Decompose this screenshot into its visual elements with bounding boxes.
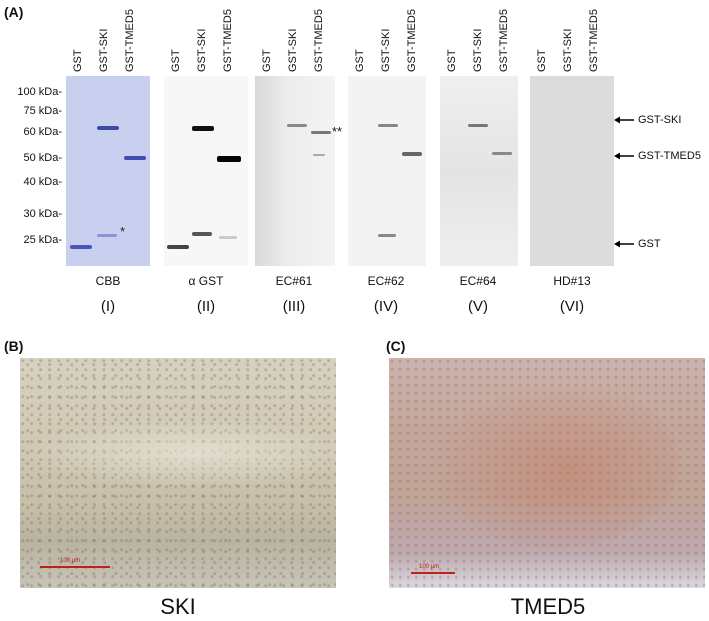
blot-roman-5: (V)	[468, 298, 488, 315]
blot-name-hd13: HD#13	[553, 274, 591, 288]
arrow-label-gst-ski: GST-SKI	[638, 114, 682, 126]
band-gst	[167, 245, 189, 249]
arrow-left-icon	[614, 116, 634, 124]
lane-label: GST-TMED5	[313, 9, 325, 72]
blot-roman-6: (VI)	[559, 298, 585, 315]
annotation-star: *	[120, 224, 126, 239]
panel-label-c: (C)	[386, 338, 406, 354]
mw-marker-25: 25 kDa-	[23, 234, 62, 246]
lane-label: GST-SKI	[380, 28, 392, 72]
mw-marker-60: 60 kDa-	[23, 126, 62, 138]
blot-ec64	[440, 76, 518, 266]
band-gst-ski	[468, 124, 488, 127]
blot-roman-1: (I)	[100, 298, 116, 315]
blot-ec61	[255, 76, 335, 266]
band-faint	[313, 154, 325, 156]
band-gst-tmed5	[217, 156, 241, 162]
mw-marker-50: 50 kDa-	[23, 152, 62, 164]
lane-label: GST	[72, 49, 84, 72]
lane-label: GST-SKI	[196, 28, 208, 72]
blot-alpha-gst	[164, 76, 248, 266]
mw-marker-30: 30 kDa-	[23, 208, 62, 220]
lane-label: GST-TMED5	[124, 9, 136, 72]
panel-label-a: (A)	[4, 4, 24, 20]
caption-tmed5: TMED5	[510, 594, 586, 619]
lane-label: GST-TMED5	[498, 9, 510, 72]
band-faint	[219, 236, 237, 239]
arrow-gst-tmed5: GST-TMED5	[614, 150, 701, 162]
mw-marker-100: 100 kDa-	[17, 86, 62, 98]
band-gst-ski	[97, 126, 119, 130]
blot-name-ec61: EC#61	[275, 274, 313, 288]
blot-hd13	[530, 76, 614, 266]
scale-text-ski: 100 μm	[60, 558, 81, 564]
lane-label: GST-SKI	[472, 28, 484, 72]
blot-name-ec62: EC#62	[367, 274, 405, 288]
caption-ski: SKI	[160, 594, 196, 619]
blot-name-cbb: CBB	[95, 274, 121, 288]
blot-roman-4: (IV)	[373, 298, 399, 315]
panel-label-b: (B)	[4, 338, 24, 354]
lane-label: GST	[261, 49, 273, 72]
mw-marker-75: 75 kDa-	[23, 105, 62, 117]
band-gst-ski-minor	[192, 232, 212, 236]
arrow-label-gst-tmed5: GST-TMED5	[638, 150, 701, 162]
lane-label: GST-TMED5	[222, 9, 234, 72]
scale-text-tmed5: 100 μm	[419, 564, 440, 570]
lane-label: GST-TMED5	[588, 9, 600, 72]
tissue-stained-region	[429, 378, 679, 548]
scale-bar-ski	[40, 566, 110, 568]
arrow-label-gst: GST	[638, 238, 661, 250]
lane-label: GST-SKI	[98, 28, 110, 72]
blot-ec62	[348, 76, 426, 266]
micrograph-ski: 100 μm	[20, 358, 336, 588]
band-gst-tmed5	[402, 152, 422, 156]
lane-label: GST-TMED5	[406, 9, 418, 72]
band-gst-tmed5	[492, 152, 512, 155]
arrow-left-icon	[614, 152, 634, 160]
blot-name-alpha-gst: α GST	[188, 274, 224, 288]
band-gst-ski	[378, 124, 398, 127]
band-gst-tmed5	[124, 156, 146, 160]
tissue-light-region	[20, 418, 336, 488]
lane-label: GST	[170, 49, 182, 72]
band-gst	[378, 234, 396, 237]
blot-cbb: *	[66, 76, 150, 266]
lane-label: GST	[354, 49, 366, 72]
arrow-left-icon	[614, 240, 634, 248]
micrograph-tmed5: 100 μm	[389, 358, 705, 588]
band-gst-ski-minor	[97, 234, 117, 237]
band-gst-ski	[287, 124, 307, 127]
lane-label: GST-SKI	[287, 28, 299, 72]
arrow-gst-ski: GST-SKI	[614, 114, 681, 126]
band-gst-tmed5	[311, 131, 331, 134]
annotation-double-star: **	[332, 124, 343, 139]
mw-marker-40: 40 kDa-	[23, 176, 62, 188]
blot-roman-3: (III)	[282, 298, 306, 315]
blot-name-ec64: EC#64	[459, 274, 497, 288]
scale-bar-tmed5	[411, 572, 455, 574]
arrow-gst: GST	[614, 238, 661, 250]
band-gst	[70, 245, 92, 249]
lane-label: GST	[446, 49, 458, 72]
band-gst-ski	[192, 126, 214, 131]
lane-label: GST	[536, 49, 548, 72]
blot-roman-2: (II)	[196, 298, 216, 315]
mw-marker-column: 100 kDa- 75 kDa- 60 kDa- 50 kDa- 40 kDa-…	[0, 0, 62, 300]
lane-label: GST-SKI	[562, 28, 574, 72]
